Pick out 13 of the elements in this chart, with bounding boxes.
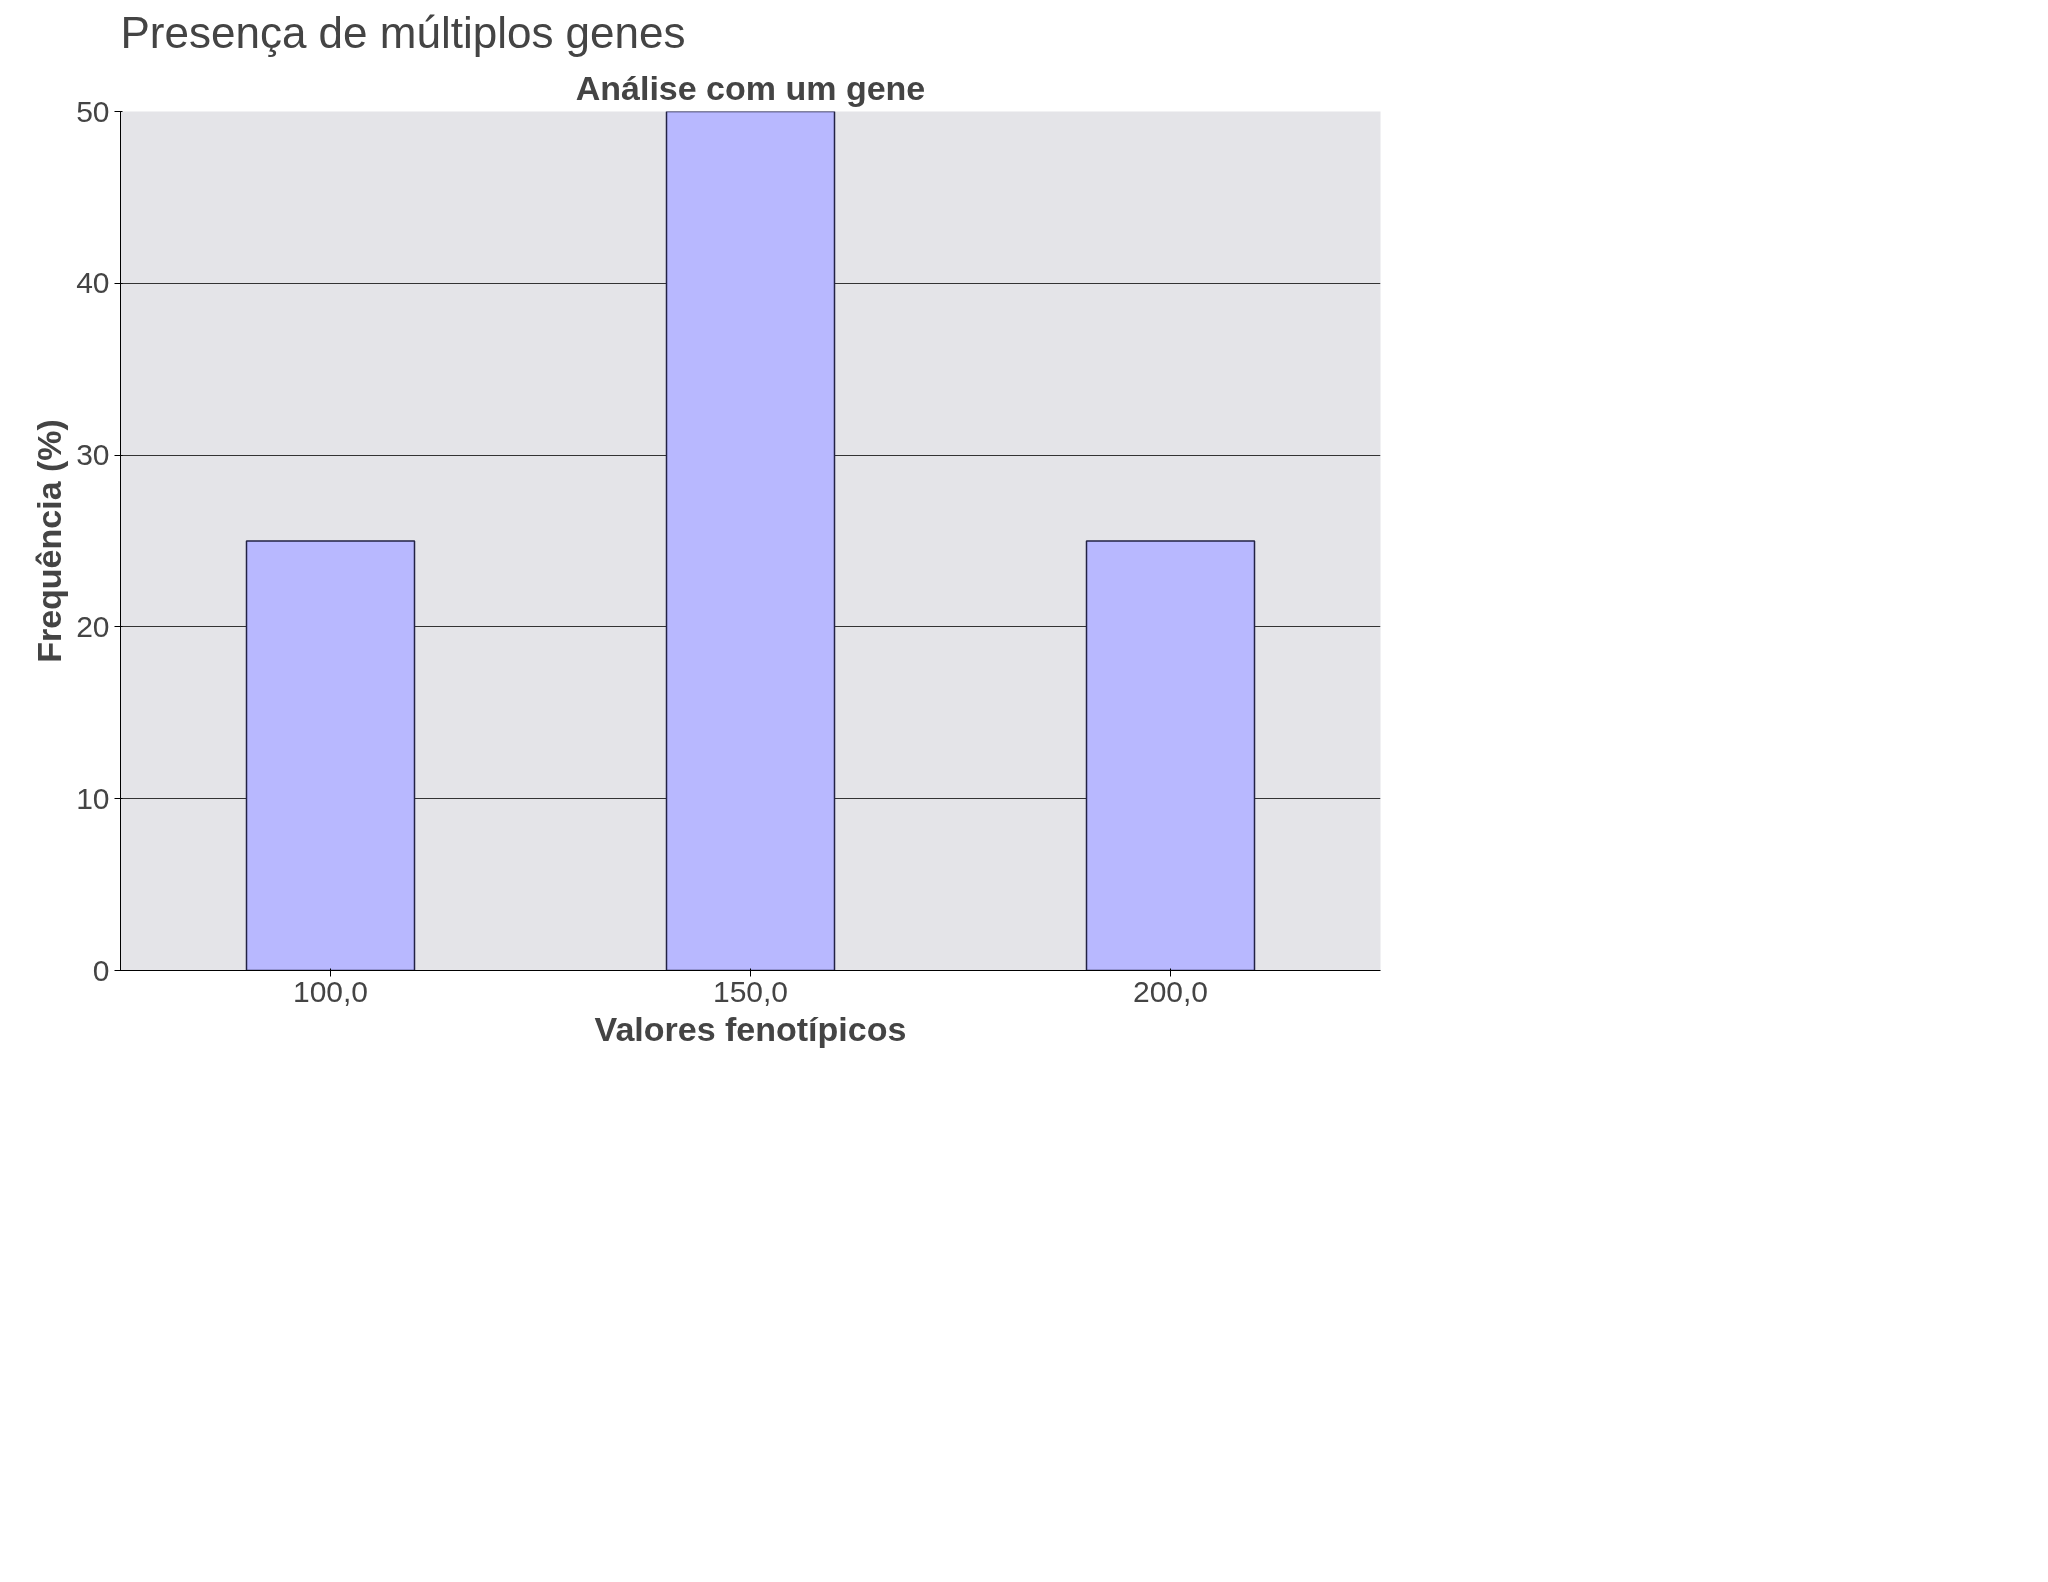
y-tick-label: 40 <box>76 266 110 300</box>
x-tick-label: 150,0 <box>712 974 789 1008</box>
x-axis-title: Valores fenotípicos <box>594 1009 907 1048</box>
y-tick-label: 50 <box>76 94 110 128</box>
y-tick-label: 30 <box>76 438 110 472</box>
y-tick-label: 0 <box>92 953 110 987</box>
y-axis-title: Frequência (%) <box>30 419 69 663</box>
x-tick-label: 200,0 <box>1132 974 1209 1008</box>
chart-title: Presença de múltiplos genes <box>120 7 686 57</box>
chart-subtitle: Análise com um gene <box>575 68 926 107</box>
y-tick-label: 20 <box>76 609 110 643</box>
y-tick-label: 10 <box>76 781 110 815</box>
x-tick-label: 100,0 <box>292 974 369 1008</box>
